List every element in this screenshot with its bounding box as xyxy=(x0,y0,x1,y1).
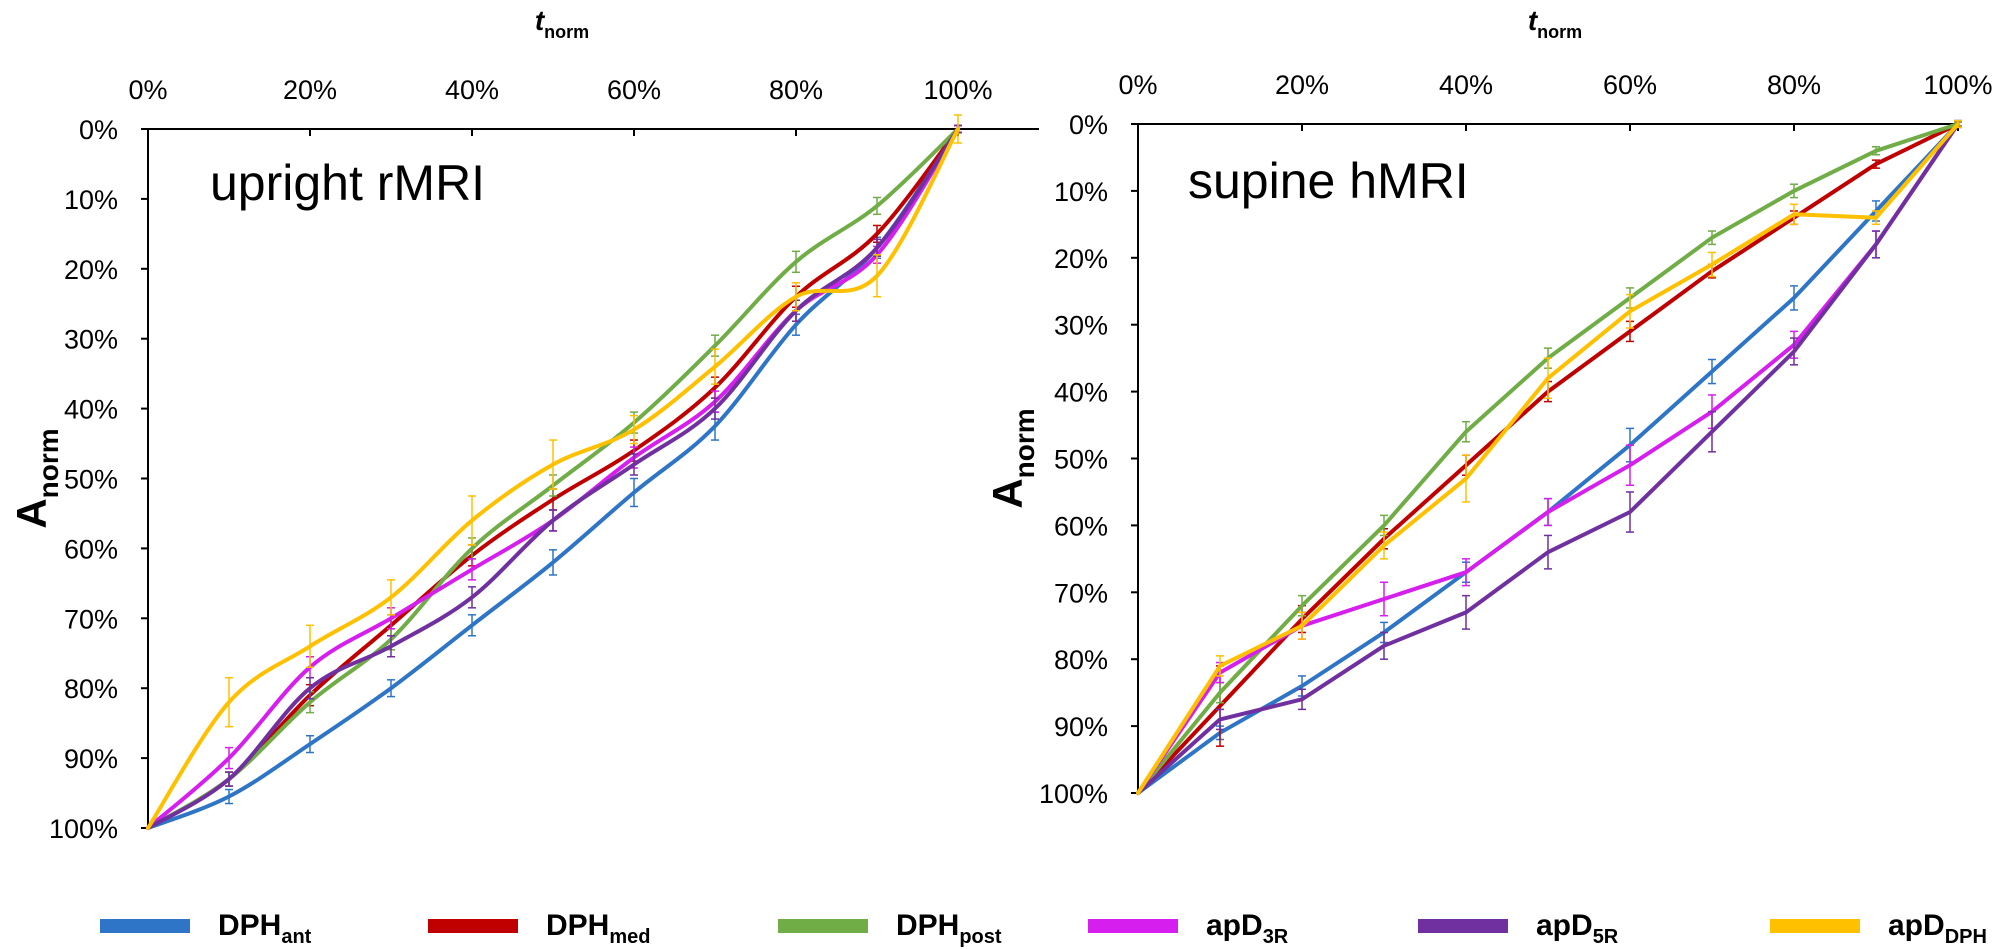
legend-label: DPHpost xyxy=(896,909,1002,948)
series-line xyxy=(1136,122,1960,795)
y-tick-label: 0% xyxy=(1069,110,1108,140)
legend-swatch xyxy=(100,919,190,933)
y-tick-label: 70% xyxy=(1054,578,1108,608)
series-line xyxy=(1136,122,1960,795)
legend-item-apd-3r: apD3R xyxy=(1088,909,1289,948)
x-tick-label: 20% xyxy=(1275,70,1329,100)
y-axis-title: Anorm xyxy=(8,428,64,528)
x-tick-label: 100% xyxy=(923,75,992,105)
legend-label: apDDPH xyxy=(1888,909,1987,948)
x-tick-label: 60% xyxy=(1603,70,1657,100)
y-tick-label: 100% xyxy=(1039,779,1108,809)
y-tick-label: 30% xyxy=(1054,311,1108,341)
y-tick-label: 80% xyxy=(1054,645,1108,675)
y-tick-label: 0% xyxy=(79,115,118,145)
x-tick-label: 100% xyxy=(1923,70,1992,100)
y-tick-label: 40% xyxy=(1054,378,1108,408)
series-apd-5r xyxy=(1136,119,1962,795)
y-tick-label: 40% xyxy=(64,395,118,425)
legend-label: DPHant xyxy=(218,909,312,948)
series-line xyxy=(1136,122,1960,795)
y-tick-label: 10% xyxy=(1054,177,1108,207)
legend-swatch xyxy=(1088,919,1178,933)
y-tick-label: 60% xyxy=(1054,511,1108,541)
series-dph-post xyxy=(1136,121,1962,795)
x-tick-label: 40% xyxy=(445,75,499,105)
legend-item-apd-5r: apD5R xyxy=(1418,909,1619,948)
y-tick-label: 80% xyxy=(64,674,118,704)
series-line xyxy=(146,127,960,830)
series-apd-3r xyxy=(1136,119,1962,795)
legend-item-dph-post: DPHpost xyxy=(778,909,1002,948)
x-tick-label: 0% xyxy=(128,75,167,105)
chart-panel-upright: 0% 20% 40% 60% 80% 100% 0% 10% 20% 30% 40% 50% 60% 70… xyxy=(8,5,1039,844)
x-tick-label: 20% xyxy=(283,75,337,105)
y-tick-label: 20% xyxy=(1054,244,1108,274)
legend-item-dph-ant: DPHant xyxy=(100,909,312,948)
y-tick-label: 50% xyxy=(64,465,118,495)
series-dph-ant xyxy=(1136,119,1962,795)
y-tick-label: 70% xyxy=(64,604,118,634)
series-dph-med xyxy=(1136,121,1962,795)
x-axis-title: tnorm xyxy=(535,5,589,42)
legend-label: apD5R xyxy=(1536,909,1619,948)
legend-item-dph-med: DPHmed xyxy=(428,909,650,948)
x-tick-label: 0% xyxy=(1118,70,1157,100)
series-line xyxy=(1136,122,1960,795)
legend-label: DPHmed xyxy=(546,909,650,948)
legend-swatch xyxy=(1770,919,1860,933)
y-tick-label: 90% xyxy=(64,744,118,774)
y-tick-label: 20% xyxy=(64,255,118,285)
x-tick-label: 80% xyxy=(769,75,823,105)
series-line xyxy=(146,127,960,830)
x-axis-title: tnorm xyxy=(1528,5,1582,42)
series-apd-dph xyxy=(146,114,962,830)
y-tick-label: 30% xyxy=(64,325,118,355)
y-tick-label: 50% xyxy=(1054,445,1108,475)
legend-swatch xyxy=(428,919,518,933)
series-line xyxy=(1136,122,1960,795)
panel-annotation: supine hMRI xyxy=(1188,153,1469,209)
y-tick-label: 100% xyxy=(49,814,118,844)
y-tick-label: 60% xyxy=(64,534,118,564)
x-tick-label: 80% xyxy=(1767,70,1821,100)
legend-swatch xyxy=(778,919,868,933)
series-line xyxy=(146,127,960,830)
series-apd-dph xyxy=(1136,119,1962,795)
panel-annotation: upright rMRI xyxy=(210,155,485,211)
y-tick-label: 10% xyxy=(64,185,118,215)
series-dph-post xyxy=(146,124,962,830)
y-tick-label: 90% xyxy=(1054,712,1108,742)
y-axis-title: Anorm xyxy=(984,408,1040,508)
series-line xyxy=(146,127,960,830)
series-line xyxy=(1136,122,1960,795)
x-tick-label: 60% xyxy=(607,75,661,105)
legend-swatch xyxy=(1418,919,1508,933)
chart-panel-supine: 0% 20% 40% 60% 80% 100% 0% 10% 20% 30% 40% 50% 60% 70… xyxy=(984,5,1993,809)
legend-item-apd-dph: apDDPH xyxy=(1770,909,1987,948)
legend: DPHant DPHmed DPHpost apD3R apD5R apDDPH xyxy=(100,909,1987,948)
x-tick-label: 40% xyxy=(1439,70,1493,100)
legend-label: apD3R xyxy=(1206,909,1289,948)
